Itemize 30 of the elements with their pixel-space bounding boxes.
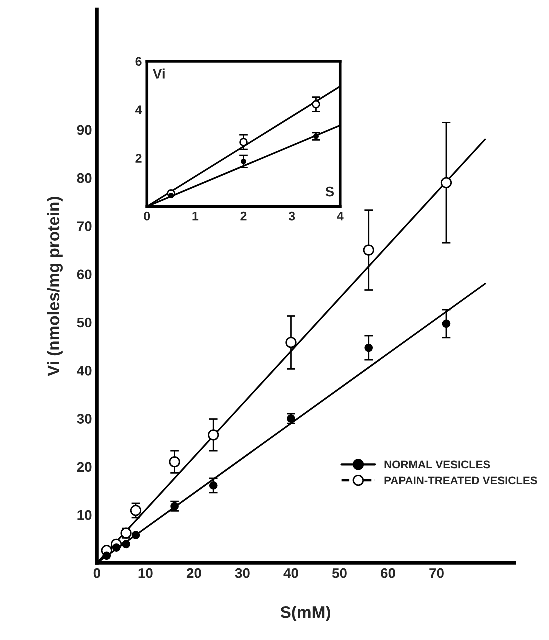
y-tick-label: 70 xyxy=(77,222,92,232)
y-tick-label: 50 xyxy=(77,318,92,328)
y-tick-label: 80 xyxy=(77,173,92,184)
x-tick-label: 60 xyxy=(381,568,396,578)
x-tick-label: 70 xyxy=(430,568,444,578)
x-tick-label: 4 xyxy=(337,212,344,221)
x-axis-title: S(mM) xyxy=(280,606,330,622)
x-axis-title: S xyxy=(326,186,334,197)
legend-label: NORMAL VESICLES xyxy=(384,460,490,469)
x-tick-label: 40 xyxy=(284,568,298,578)
x-tick-label: 0 xyxy=(144,212,150,221)
y-tick-label: 20 xyxy=(77,462,92,472)
y-tick-label: 30 xyxy=(77,414,92,424)
y-tick-label: 4 xyxy=(136,106,142,114)
legend-label: PAPAIN-TREATED VESICLES xyxy=(384,476,538,485)
x-tick-label: 30 xyxy=(235,568,250,578)
x-tick-label: 3 xyxy=(288,212,296,221)
y-tick-label: 2 xyxy=(136,154,142,163)
y-tick-label: 6 xyxy=(136,57,142,66)
x-tick-label: 50 xyxy=(332,568,347,578)
x-tick-label: 20 xyxy=(186,568,202,578)
y-tick-label: 10 xyxy=(78,510,92,520)
y-tick-label: 90 xyxy=(77,125,92,136)
x-tick-label: 1 xyxy=(192,212,199,221)
x-tick-label: 0 xyxy=(94,568,100,578)
x-tick-label: 2 xyxy=(240,212,247,221)
y-axis-title: Vi (nmoles/mg protein) xyxy=(47,197,63,376)
y-axis-title: Vi xyxy=(153,68,165,79)
y-tick-label: 60 xyxy=(77,270,92,280)
y-tick-label: 40 xyxy=(77,366,92,376)
